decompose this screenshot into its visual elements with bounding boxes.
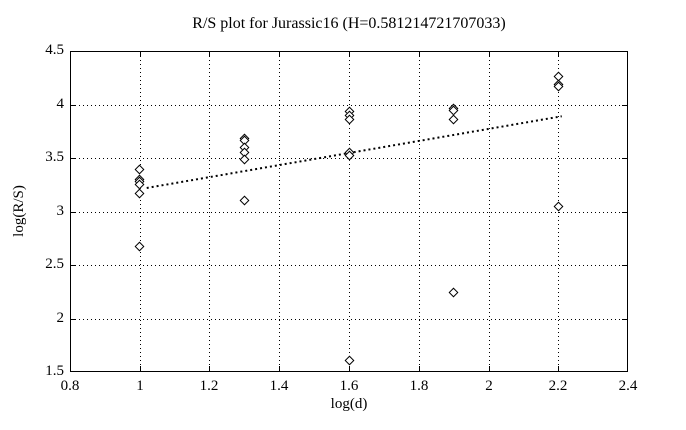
gridline-horizontal: [71, 265, 627, 266]
tick-mark-left: [71, 212, 76, 213]
gridline-horizontal: [71, 319, 627, 320]
tick-mark-right: [622, 319, 627, 320]
tick-mark-left: [71, 158, 76, 159]
tick-mark-top: [489, 52, 490, 57]
tick-mark-top: [140, 52, 141, 57]
gridline-vertical: [349, 52, 350, 371]
tick-mark-top: [279, 52, 280, 57]
y-tick-label: 3: [56, 203, 65, 219]
gridline-vertical: [140, 52, 141, 371]
x-axis-label: log(d): [330, 396, 368, 412]
gridline-vertical: [558, 52, 559, 371]
tick-mark-right: [622, 158, 627, 159]
tick-mark-right: [622, 105, 627, 106]
tick-mark-top: [349, 52, 350, 57]
tick-mark-top: [558, 52, 559, 57]
tick-mark-bottom: [140, 366, 141, 371]
tick-mark-right: [622, 265, 627, 266]
tick-mark-bottom: [558, 366, 559, 371]
tick-mark-top: [419, 52, 420, 57]
y-tick-label: 3.5: [45, 149, 64, 165]
tick-mark-bottom: [349, 366, 350, 371]
fit-line: [146, 115, 562, 189]
gridline-vertical: [209, 52, 210, 371]
gridline-vertical: [489, 52, 490, 371]
gridline-horizontal: [71, 105, 627, 106]
y-tick-label: 4.5: [45, 42, 64, 58]
tick-mark-bottom: [489, 366, 490, 371]
x-tick-label: 2.4: [618, 378, 638, 394]
tick-mark-bottom: [419, 366, 420, 371]
tick-mark-right: [622, 212, 627, 213]
x-tick-label: 1.4: [269, 378, 289, 394]
gridline-horizontal: [71, 212, 627, 213]
x-tick-label: 1.2: [199, 378, 219, 394]
y-tick-label: 4: [56, 96, 65, 112]
tick-mark-left: [71, 319, 76, 320]
tick-mark-bottom: [209, 366, 210, 371]
x-tick-label: 0.8: [60, 378, 80, 394]
y-tick-label: 2: [56, 310, 65, 326]
x-tick-label: 2.2: [548, 378, 568, 394]
y-tick-label: 1.5: [45, 363, 64, 379]
gridline-vertical: [279, 52, 280, 371]
tick-mark-left: [71, 105, 76, 106]
x-tick-label: 1: [136, 378, 144, 394]
y-tick-label: 2.5: [45, 256, 64, 272]
chart-title: R/S plot for Jurassic16 (H=0.58121472170…: [192, 15, 506, 32]
gridline-vertical: [419, 52, 420, 371]
tick-mark-bottom: [279, 366, 280, 371]
x-tick-label: 1.8: [409, 378, 429, 394]
plot-frame: [70, 51, 628, 372]
tick-mark-top: [209, 52, 210, 57]
tick-mark-left: [71, 265, 76, 266]
x-tick-label: 1.6: [339, 378, 359, 394]
x-tick-label: 2: [485, 378, 493, 394]
